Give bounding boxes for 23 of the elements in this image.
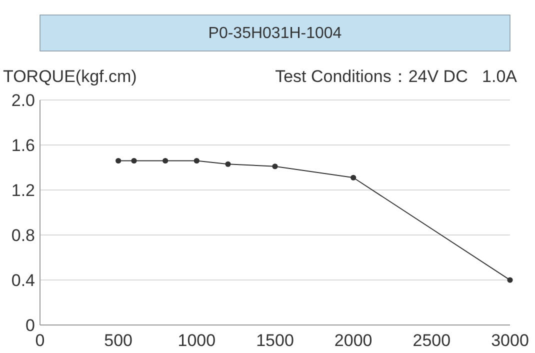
point <box>272 164 278 170</box>
y-tick-label: 0.4 <box>11 271 35 290</box>
x-tick-label: 500 <box>104 331 133 350</box>
x-tick-label: 1000 <box>178 331 216 350</box>
y-tick-label: 2.0 <box>11 91 35 110</box>
x-tick-label: 3000 <box>491 331 529 350</box>
point <box>350 174 356 180</box>
point <box>116 158 122 164</box>
x-tick-label: 2000 <box>334 331 372 350</box>
x-tick-label: 1500 <box>256 331 294 350</box>
y-tick-label: 1.6 <box>11 136 35 155</box>
point <box>507 277 513 283</box>
y-tick-label: 0 <box>26 316 35 335</box>
y-tick-label: 1.2 <box>11 181 35 200</box>
point <box>194 158 200 164</box>
point <box>131 158 137 164</box>
title: P0-35H031H-1004 <box>208 25 342 42</box>
y-tick-label: 0.8 <box>11 226 35 245</box>
point <box>162 158 168 164</box>
ylabel: TORQUE(kgf.cm) <box>3 67 137 86</box>
x-tick-label: 2500 <box>412 331 451 350</box>
point <box>225 161 231 167</box>
subtitle: Test Conditions：24V DC 1.0A <box>275 67 517 86</box>
